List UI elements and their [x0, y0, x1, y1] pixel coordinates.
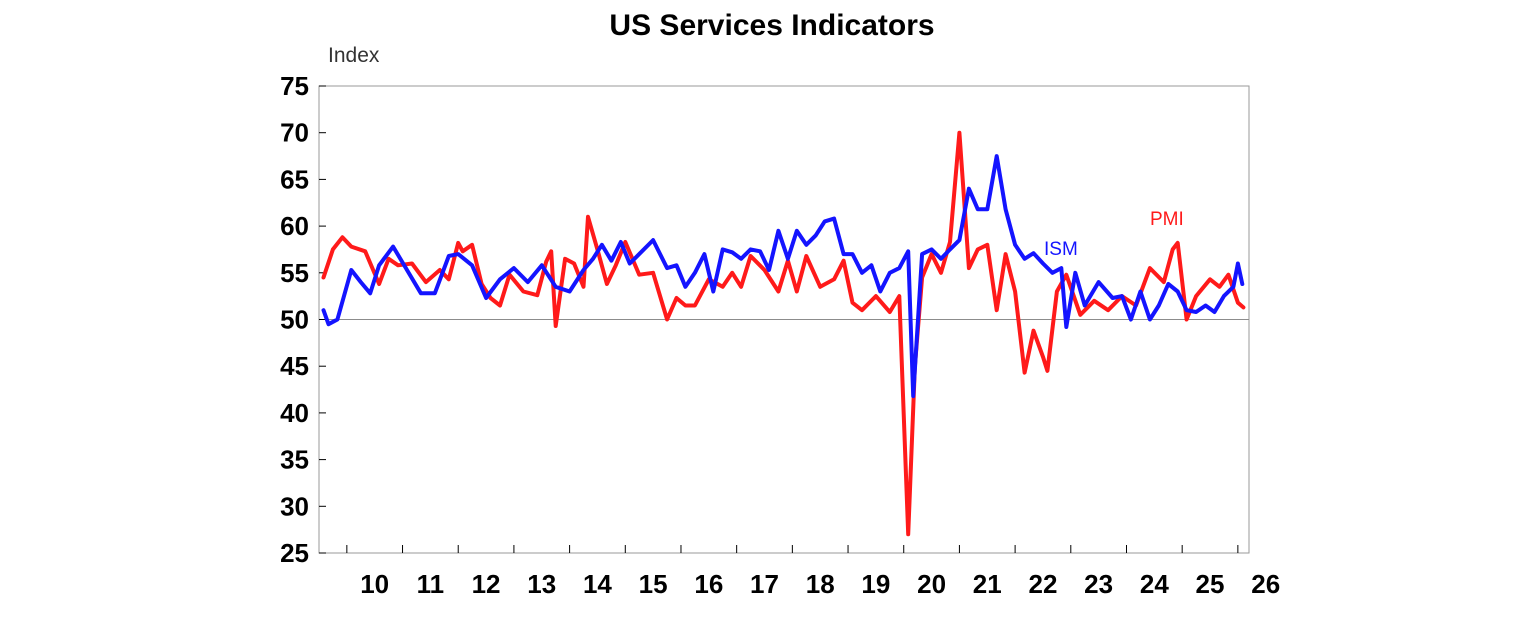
y-tick-label: 35 [280, 445, 309, 475]
x-tick-label: 26 [1251, 569, 1280, 599]
y-tick-label: 40 [280, 398, 309, 428]
x-tick-label: 17 [750, 569, 779, 599]
x-tick-label: 22 [1028, 569, 1057, 599]
series-group [321, 130, 1246, 537]
x-tick-label: 15 [639, 569, 668, 599]
x-tick-label: 23 [1084, 569, 1113, 599]
y-tick-label: 45 [280, 351, 309, 381]
x-tick-label: 18 [806, 569, 835, 599]
series-label-ism: ISM [1044, 239, 1078, 260]
x-tick-label: 19 [861, 569, 890, 599]
series-line-ism [321, 154, 1245, 399]
y-axis: 75 70 65 60 55 50 45 40 35 30 25 [280, 71, 326, 568]
x-tick-label: 20 [917, 569, 946, 599]
x-tick-label: 12 [472, 569, 501, 599]
y-tick-label: 55 [280, 258, 309, 288]
chart-title: US Services Indicators [609, 9, 934, 42]
series-label-pmi: PMI [1150, 209, 1184, 230]
x-tick-label: 16 [694, 569, 723, 599]
y-tick-label: 65 [280, 164, 309, 194]
y-tick-label: 75 [280, 71, 309, 101]
y-tick-label: 25 [280, 538, 309, 568]
y-axis-label: Index [328, 44, 380, 67]
x-tick-label: 13 [527, 569, 556, 599]
x-tick-label: 10 [360, 569, 389, 599]
y-tick-label: 60 [280, 211, 309, 241]
x-tick-label: 11 [417, 569, 445, 599]
x-tick-label: 25 [1196, 569, 1225, 599]
x-axis: 10 11 12 13 14 15 16 17 18 19 20 21 22 23 24 25 26 [346, 545, 1280, 599]
y-tick-label: 30 [280, 491, 309, 521]
x-tick-label: 14 [583, 569, 612, 599]
x-tick-label: 21 [973, 569, 1002, 599]
y-tick-label: 50 [280, 305, 309, 335]
y-tick-label: 70 [280, 118, 309, 148]
x-tick-label: 24 [1140, 569, 1169, 599]
